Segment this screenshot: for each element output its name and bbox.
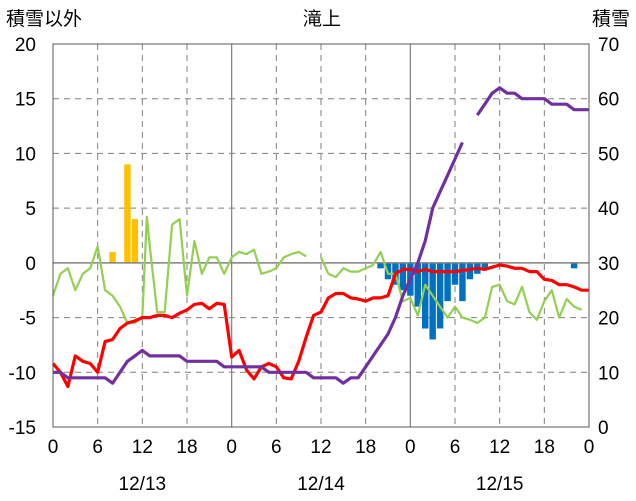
snow-depth-line <box>475 86 589 117</box>
snow-change-bar <box>481 262 488 269</box>
snow-change-bar <box>422 262 429 329</box>
snow-change-bars <box>377 262 578 340</box>
date-labels: 12/13 12/14 12/15 <box>119 474 524 495</box>
precipitation-bar <box>124 164 131 263</box>
left-tick-label: -5 <box>19 309 36 330</box>
temperature-line <box>51 263 589 389</box>
right-tick-label: 50 <box>598 144 619 165</box>
snow-change-bar <box>399 262 407 291</box>
left-axis-ticks: 20 15 10 5 0 -5 -10 -15 <box>9 35 36 439</box>
x-tick-label: 12 <box>489 437 510 458</box>
x-tick-label: 12 <box>310 437 331 458</box>
x-tick-label: 18 <box>355 437 376 458</box>
precipitation-bars <box>109 164 139 263</box>
x-tick-label: 12 <box>132 437 153 458</box>
chart-title: 滝上 <box>303 8 341 30</box>
snow-change-bar <box>436 262 444 329</box>
x-tick-label: 6 <box>450 437 461 458</box>
x-tick-label: 0 <box>405 437 416 458</box>
left-tick-label: -15 <box>9 418 36 439</box>
left-tick-label: 5 <box>25 199 36 220</box>
left-axis-label: 積雪以外 <box>6 8 82 30</box>
left-tick-label: 15 <box>15 90 36 111</box>
left-tick-label: 20 <box>15 35 36 56</box>
right-tick-label: 70 <box>598 35 619 56</box>
snow-change-bar <box>429 262 436 340</box>
x-tick-label: 18 <box>176 437 197 458</box>
right-axis-label: 積雪 <box>592 8 630 30</box>
snow-change-bar <box>570 262 578 269</box>
snow-change-bar <box>377 262 384 269</box>
right-axis-ticks: 70 60 50 40 30 20 10 0 <box>598 35 619 439</box>
precipitation-bar <box>131 219 139 263</box>
x-tick-label: 0 <box>226 437 237 458</box>
wind-line <box>51 215 307 325</box>
snow-change-bar <box>459 262 466 302</box>
series-lines <box>51 86 589 389</box>
right-tick-label: 10 <box>598 363 619 384</box>
x-tick-label: 6 <box>92 437 103 458</box>
left-tick-label: -10 <box>9 363 36 384</box>
x-tick-label: 18 <box>534 437 555 458</box>
date-label: 12/15 <box>476 474 524 495</box>
x-axis-ticks: 0 6 12 18 0 6 12 18 0 6 12 18 0 <box>48 437 595 458</box>
right-tick-label: 60 <box>598 90 619 111</box>
wind-line <box>319 250 583 325</box>
right-tick-label: 20 <box>598 309 619 330</box>
snow-change-bar <box>466 262 474 280</box>
date-label: 12/13 <box>119 474 167 495</box>
right-tick-label: 40 <box>598 199 619 220</box>
snow-depth-line <box>53 141 464 385</box>
left-tick-label: 10 <box>15 144 36 165</box>
x-tick-label: 0 <box>584 437 595 458</box>
x-tick-label: 0 <box>48 437 59 458</box>
date-label: 12/14 <box>297 474 345 495</box>
snow-change-bar <box>451 262 459 285</box>
plot-frame <box>52 43 590 428</box>
snow-change-bar <box>444 262 451 302</box>
precipitation-bar <box>109 251 116 263</box>
x-tick-label: 6 <box>271 437 282 458</box>
right-tick-label: 0 <box>598 418 609 439</box>
left-tick-label: 0 <box>25 254 36 275</box>
snow-change-bar <box>414 262 421 307</box>
right-tick-label: 30 <box>598 254 619 275</box>
